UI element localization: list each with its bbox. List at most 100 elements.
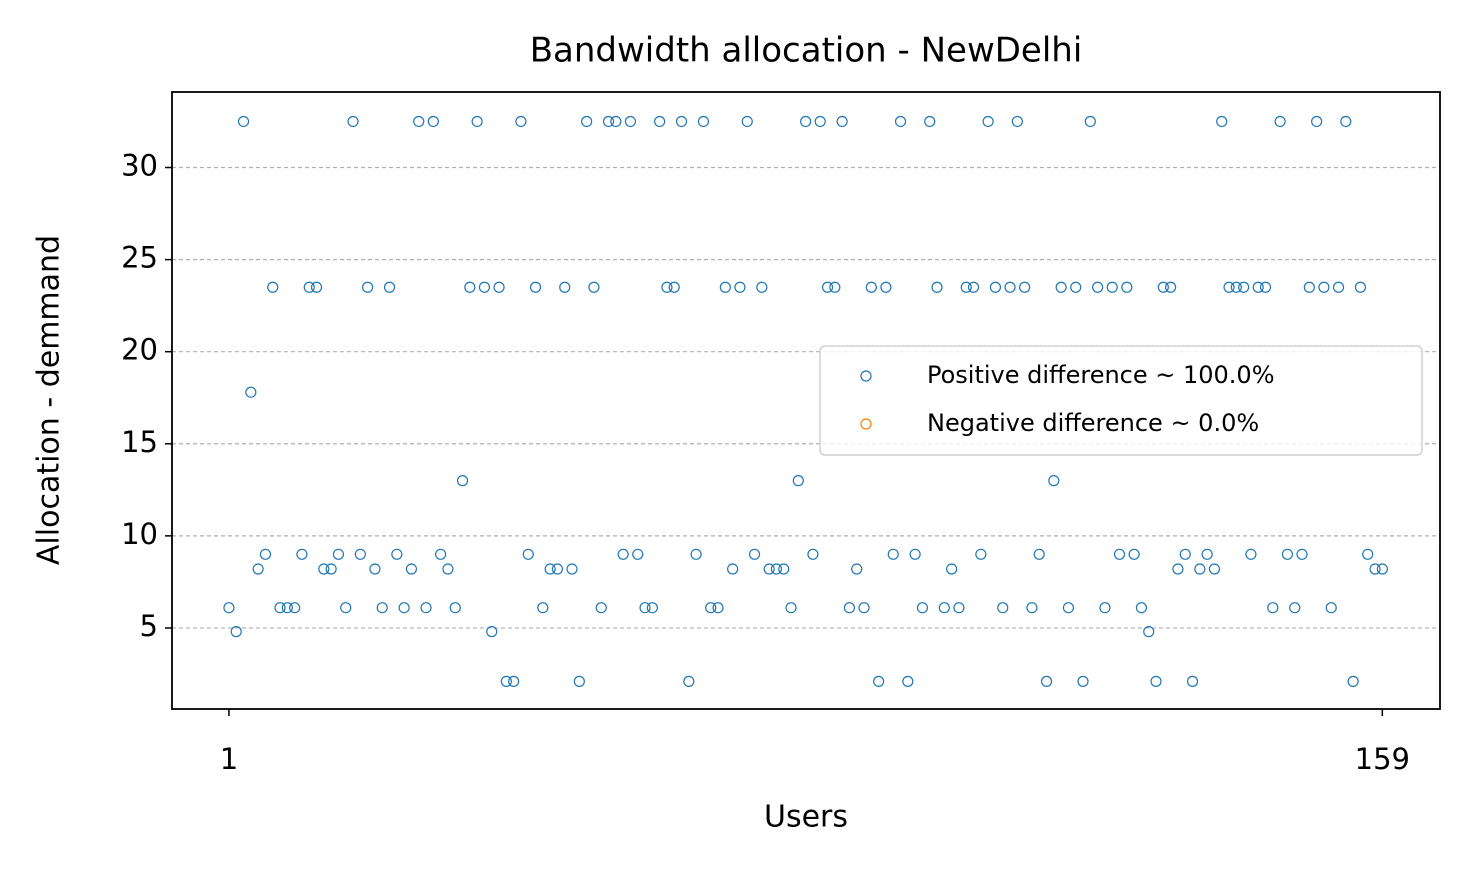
data-point xyxy=(1121,281,1133,293)
data-point xyxy=(1208,563,1221,575)
data-point xyxy=(347,115,359,128)
data-point xyxy=(529,281,542,293)
data-point xyxy=(515,115,527,128)
data-point xyxy=(442,563,454,575)
data-point xyxy=(544,563,556,575)
data-point xyxy=(756,281,768,293)
data-point xyxy=(843,602,856,614)
data-point xyxy=(245,386,257,398)
data-point xyxy=(1194,563,1206,575)
data-point xyxy=(435,548,447,560)
x-axis-label: Users xyxy=(764,800,848,835)
data-point xyxy=(836,115,848,128)
data-point xyxy=(281,602,293,614)
data-point xyxy=(1201,548,1213,560)
data-point xyxy=(1092,281,1104,293)
data-point xyxy=(551,563,564,575)
y-tick-label: 10 xyxy=(121,517,158,551)
data-point xyxy=(274,602,286,614)
data-point xyxy=(1172,563,1184,575)
data-point xyxy=(1223,281,1235,293)
data-point xyxy=(953,602,965,614)
data-point xyxy=(449,602,461,614)
data-point xyxy=(1004,281,1016,293)
data-point xyxy=(1259,281,1272,293)
data-point xyxy=(376,602,388,614)
y-tick-label: 15 xyxy=(121,425,158,459)
x-tick-label: 159 xyxy=(1355,742,1410,776)
data-point xyxy=(785,602,797,614)
data-point xyxy=(668,281,680,293)
data-point xyxy=(734,281,746,293)
data-point xyxy=(325,563,337,575)
data-point xyxy=(814,115,826,128)
data-point xyxy=(902,675,914,687)
chart-title: Bandwidth allocation - NewDelhi xyxy=(530,31,1083,71)
data-point xyxy=(1019,281,1031,293)
data-point xyxy=(1150,675,1162,687)
data-point xyxy=(807,548,819,560)
data-point xyxy=(420,602,432,614)
data-point xyxy=(1077,675,1089,687)
data-point xyxy=(705,602,717,614)
data-point xyxy=(537,602,549,614)
data-point xyxy=(1026,602,1038,614)
data-point xyxy=(1070,281,1082,293)
legend-label: Negative difference ~ 0.0% xyxy=(927,409,1259,437)
data-point xyxy=(989,281,1002,293)
data-point xyxy=(456,475,469,487)
legend-marker xyxy=(860,370,872,382)
data-point xyxy=(1099,602,1111,614)
data-point xyxy=(1311,115,1323,128)
data-point xyxy=(690,548,702,560)
data-point xyxy=(1011,115,1023,128)
data-point xyxy=(405,563,418,575)
data-point xyxy=(851,563,863,575)
data-point xyxy=(1033,548,1045,560)
data-point xyxy=(997,602,1009,614)
data-point xyxy=(1289,602,1301,614)
data-point xyxy=(303,281,315,293)
data-point xyxy=(1267,602,1279,614)
data-point xyxy=(289,602,301,614)
data-point xyxy=(975,548,987,560)
data-point xyxy=(1274,115,1286,128)
data-point xyxy=(873,675,885,687)
data-point xyxy=(894,115,907,128)
data-point xyxy=(829,281,841,293)
data-point xyxy=(697,115,710,128)
data-point xyxy=(581,115,593,128)
data-point xyxy=(508,675,520,687)
data-point xyxy=(1347,675,1359,687)
legend-label: Positive difference ~ 100.0% xyxy=(927,361,1275,389)
data-point xyxy=(267,281,279,293)
data-point xyxy=(960,281,972,293)
y-tick-label: 20 xyxy=(121,333,158,367)
data-point xyxy=(362,281,374,293)
data-point xyxy=(573,675,585,687)
data-point xyxy=(1179,548,1191,560)
data-point xyxy=(1340,115,1352,128)
data-point xyxy=(1106,281,1118,293)
data-point xyxy=(865,281,877,293)
data-point xyxy=(741,115,753,128)
data-point xyxy=(858,602,870,614)
legend-box xyxy=(819,345,1423,456)
data-point xyxy=(332,548,345,560)
data-point xyxy=(383,281,396,293)
data-point xyxy=(778,563,790,575)
data-point xyxy=(223,602,235,614)
y-tick-label: 5 xyxy=(140,609,158,643)
data-point xyxy=(559,281,571,293)
data-point xyxy=(1303,281,1315,293)
data-point xyxy=(683,675,695,687)
data-point xyxy=(946,563,958,575)
data-point xyxy=(916,602,929,614)
data-point xyxy=(1216,115,1228,128)
y-axis-label: Allocation - demmand xyxy=(32,235,67,565)
data-point xyxy=(1245,548,1257,560)
data-point xyxy=(624,115,637,128)
data-point xyxy=(1281,548,1294,560)
data-point xyxy=(967,281,980,293)
